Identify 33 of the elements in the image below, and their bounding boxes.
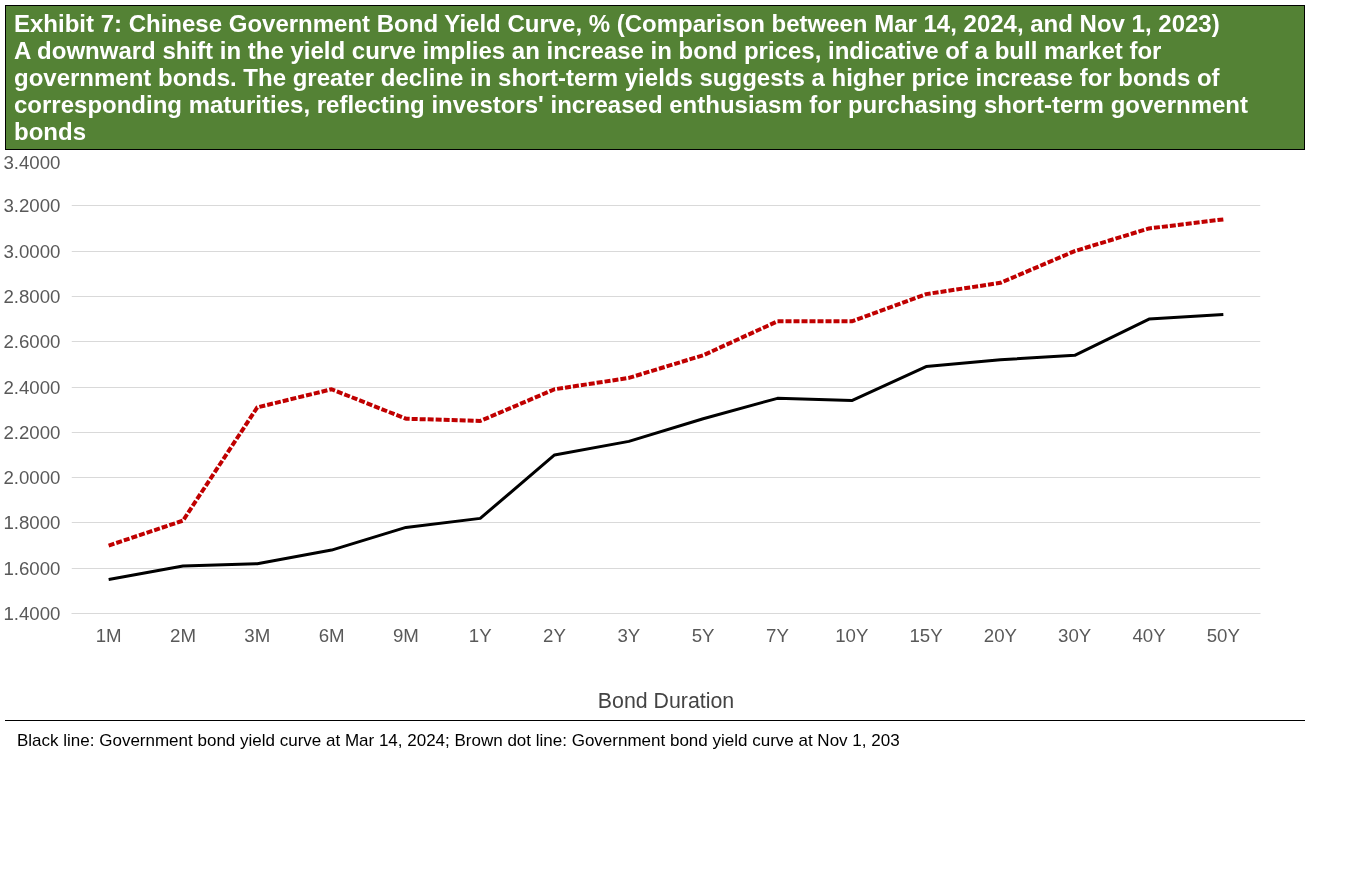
line-series	[107, 313, 1225, 582]
x-tick-label: 3M	[244, 624, 271, 646]
y-tick-label: 1.8000	[3, 512, 61, 534]
x-tick-label: 15Y	[909, 624, 944, 646]
y-tick-label: 1.6000	[3, 557, 61, 579]
chart-title: Exhibit 7: Chinese Government Bond Yield Curve, % (Comparison between Mar 14, 2024, and Nov 1, 2023)	[14, 10, 1220, 37]
x-tick-label: 30Y	[1058, 624, 1092, 646]
x-tick-label: 10Y	[835, 624, 869, 646]
y-tick-label: 2.2000	[3, 421, 61, 443]
x-tick-label: 5Y	[691, 624, 716, 646]
x-tick-label: 6M	[318, 624, 345, 646]
y-tick-label: 2.6000	[3, 331, 61, 353]
y-tick-label: 2.4000	[3, 376, 61, 398]
x-tick-label: 50Y	[1206, 624, 1241, 646]
text: Black line: Government bond yield curve at Mar 14, 2024; Brown dot line: Government bond yield curve at Nov 1, 203	[17, 730, 900, 752]
y-tick-label: 2.0000	[3, 467, 61, 489]
y-tick-label: 1.4000	[3, 603, 61, 624]
x-tick-label: 40Y	[1132, 624, 1167, 646]
y-tick-label: 3.0000	[3, 240, 61, 262]
x-axis-title: Bond Duration	[597, 688, 735, 713]
y-tick-label: 3.4000	[3, 151, 61, 173]
x-tick-label: 9M	[392, 624, 419, 646]
x-tick-label: 1Y	[468, 624, 493, 646]
x-tick-label: 3Y	[617, 624, 641, 646]
x-tick-label: 1M	[95, 624, 122, 646]
x-tick-label: 20Y	[983, 624, 1018, 646]
y-tick-label: 2.8000	[3, 285, 61, 307]
line-series	[106, 217, 1226, 548]
x-tick-label: 7Y	[766, 624, 790, 646]
x-tick-label: 2Y	[543, 624, 567, 646]
y-tick-label: 3.2000	[3, 195, 61, 217]
chart-subtitle: A downward shift in the yield curve implies an increase in bond prices, indicative of a bull market for government bonds. The greater decline in short-term yields suggests a higher price increase for bonds of corresponding maturities, reflecting investors' increased enthusiasm for purchasing short-term government bonds	[14, 37, 1248, 145]
x-tick-label: 2M	[170, 624, 196, 646]
